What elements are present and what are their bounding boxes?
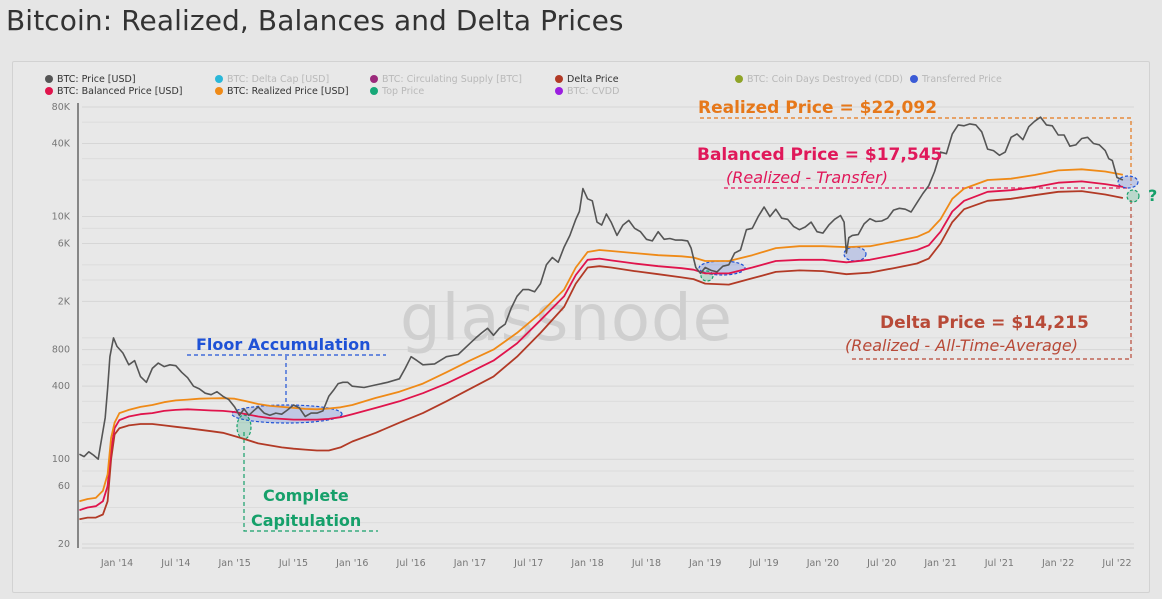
chart-panel xyxy=(12,61,1150,593)
legend-item[interactable]: BTC: Delta Cap [USD] xyxy=(215,73,329,85)
legend-item[interactable]: BTC: CVDD xyxy=(555,85,619,97)
legend-dot-icon xyxy=(45,87,53,95)
x-tick-label: Jul '17 xyxy=(513,558,543,569)
chart-legend: BTC: Price [USD] BTC: Delta Cap [USD] BTC:… xyxy=(45,73,1045,99)
x-tick-label: Jan '16 xyxy=(335,558,368,569)
capitulation-zone xyxy=(1126,189,1140,203)
question-mark-annotation: ? xyxy=(1148,186,1157,205)
y-tick-label: 800 xyxy=(52,345,70,356)
x-tick-label: Jul '18 xyxy=(631,558,661,569)
x-tick-label: Jan '18 xyxy=(570,558,603,569)
y-tick-label: 6K xyxy=(58,238,71,249)
legend-item[interactable]: BTC: Price [USD] xyxy=(45,73,136,85)
x-tick-label: Jul '22 xyxy=(1101,558,1131,569)
legend-dot-icon xyxy=(45,75,53,83)
legend-dot-icon xyxy=(555,87,563,95)
x-tick-label: Jan '20 xyxy=(806,558,839,569)
realized-price-annotation: Realized Price = $22,092 xyxy=(698,98,937,118)
legend-label: BTC: Price [USD] xyxy=(57,73,136,85)
legend-label: BTC: Circulating Supply [BTC] xyxy=(382,73,522,85)
legend-label: Transferred Price xyxy=(922,73,1002,85)
series-lines xyxy=(79,116,1124,521)
series-line-btc-price-usd xyxy=(79,116,1124,461)
x-tick-label: Jul '14 xyxy=(160,558,190,569)
y-tick-label: 10K xyxy=(52,212,71,223)
y-tick-label: 40K xyxy=(52,139,71,150)
grid-lines xyxy=(82,106,1134,545)
x-tick-label: Jan '21 xyxy=(923,558,956,569)
capitulation-annotation-line1: Complete xyxy=(263,486,349,505)
x-tick-label: Jan '15 xyxy=(217,558,250,569)
x-tick-label: Jul '16 xyxy=(396,558,426,569)
legend-item[interactable]: BTC: Coin Days Destroyed (CDD) xyxy=(735,73,903,85)
series-line-delta-price xyxy=(79,190,1124,521)
legend-dot-icon xyxy=(735,75,743,83)
delta-price-subtitle: (Realized - All-Time-Average) xyxy=(845,336,1078,355)
legend-dot-icon xyxy=(215,87,223,95)
floor-accumulation-annotation: Floor Accumulation xyxy=(196,335,370,354)
legend-label: Top Price xyxy=(382,85,425,97)
x-tick-label: Jan '19 xyxy=(688,558,721,569)
x-tick-label: Jan '14 xyxy=(100,558,133,569)
legend-item[interactable]: Transferred Price xyxy=(910,73,1002,85)
legend-label: BTC: Delta Cap [USD] xyxy=(227,73,330,85)
y-axis: 80K 40K 10K 6K 2K 800 400 100 60 20 xyxy=(52,102,79,550)
x-tick-label: Jan '17 xyxy=(453,558,486,569)
delta-price-guide xyxy=(852,200,1132,360)
x-tick-label: Jul '15 xyxy=(278,558,308,569)
delta-price-annotation: Delta Price = $14,215 xyxy=(880,313,1089,333)
legend-dot-icon xyxy=(910,75,918,83)
series-line-btc-realized-price-usd xyxy=(79,168,1124,503)
y-tick-label: 80K xyxy=(52,102,71,113)
legend-dot-icon xyxy=(370,75,378,83)
legend-dot-icon xyxy=(370,87,378,95)
legend-item[interactable]: BTC: Balanced Price [USD] xyxy=(45,85,182,97)
legend-dot-icon xyxy=(215,75,223,83)
legend-label: BTC: Balanced Price [USD] xyxy=(57,85,183,97)
capitulation-zone xyxy=(236,414,252,440)
legend-item[interactable]: BTC: Realized Price [USD] xyxy=(215,85,349,97)
realized-price-guide xyxy=(700,117,1132,185)
y-tick-label: 400 xyxy=(52,381,70,392)
balanced-price-annotation: Balanced Price = $17,545 xyxy=(697,145,942,165)
legend-label: BTC: Coin Days Destroyed (CDD) xyxy=(747,73,904,85)
y-tick-label: 60 xyxy=(58,481,70,492)
series-line-btc-balanced-price-usd xyxy=(79,180,1124,512)
legend-item[interactable]: Delta Price xyxy=(555,73,619,85)
x-tick-label: Jul '19 xyxy=(748,558,778,569)
legend-dot-icon xyxy=(555,75,563,83)
capitulation-annotation-line2: Capitulation xyxy=(251,511,361,530)
legend-label: BTC: Realized Price [USD] xyxy=(227,85,349,97)
legend-label: Delta Price xyxy=(567,73,619,85)
legend-item[interactable]: BTC: Circulating Supply [BTC] xyxy=(370,73,522,85)
legend-label: BTC: CVDD xyxy=(567,85,620,97)
y-tick-label: 20 xyxy=(58,539,70,550)
page-title: Bitcoin: Realized, Balances and Delta Pr… xyxy=(6,4,624,37)
x-axis: Jan '14 Jul '14 Jan '15 Jul '15 Jan '16 Jul '… xyxy=(82,547,1134,569)
y-tick-label: 2K xyxy=(58,296,71,307)
x-tick-label: Jul '20 xyxy=(866,558,896,569)
y-tick-label: 100 xyxy=(52,454,70,465)
balanced-price-subtitle: (Realized - Transfer) xyxy=(726,168,888,187)
x-tick-label: Jan '22 xyxy=(1041,558,1074,569)
x-tick-label: Jul '21 xyxy=(984,558,1014,569)
capitulation-guide xyxy=(243,432,378,532)
floor-accumulation-zone xyxy=(1117,175,1139,189)
legend-item[interactable]: Top Price xyxy=(370,85,424,97)
